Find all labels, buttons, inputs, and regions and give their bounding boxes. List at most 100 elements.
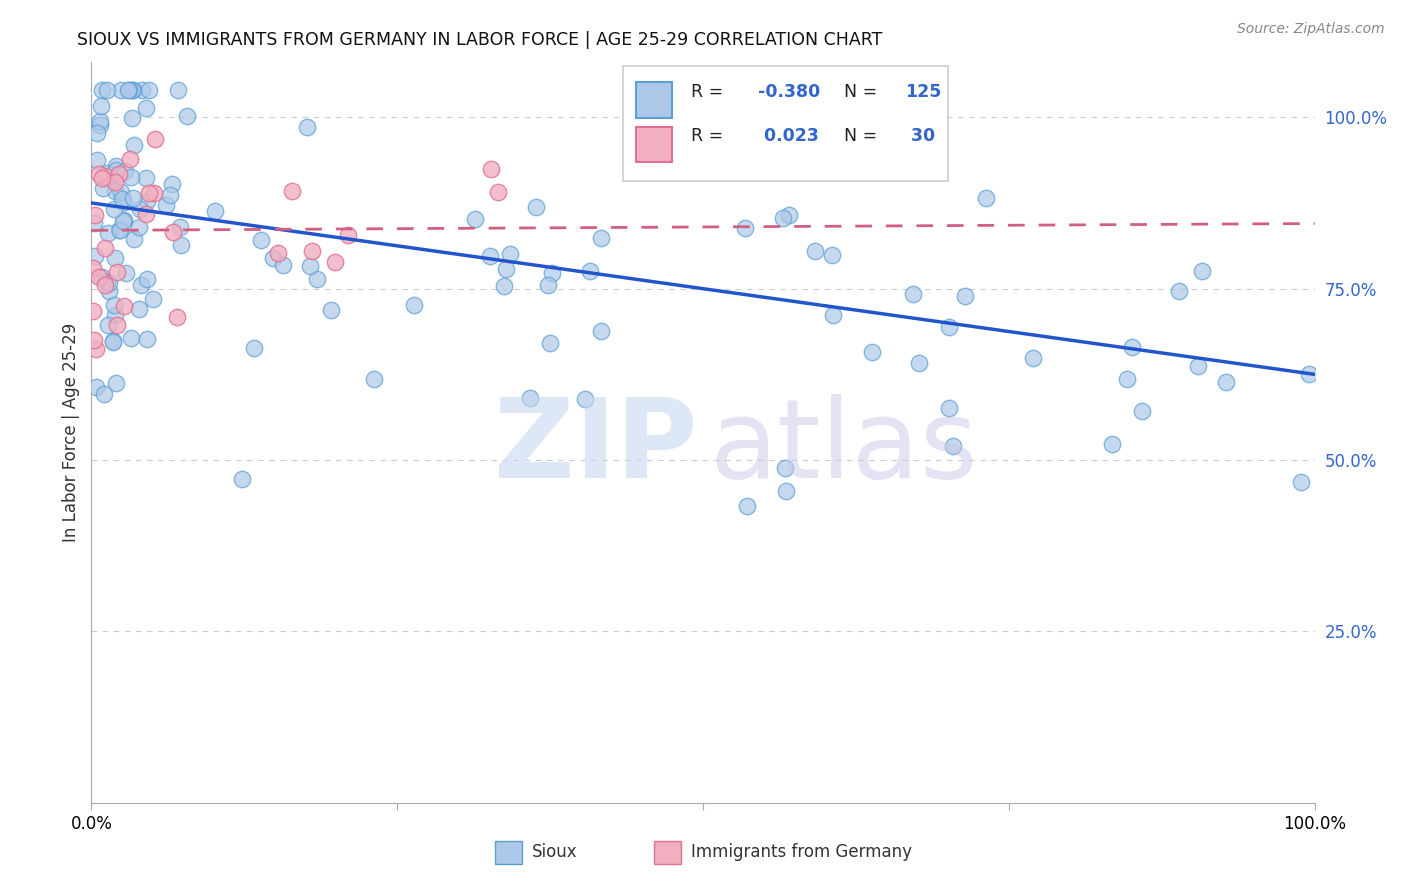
Point: [129, 202, 152, 216]
Point: [538, 335, 561, 350]
Point: [323, 255, 346, 269]
Point: [120, 169, 142, 184]
Point: [128, 220, 150, 235]
Point: [84, 249, 107, 263]
Text: 125: 125: [905, 83, 941, 101]
Point: [122, 191, 145, 205]
Point: [129, 278, 152, 293]
Point: [114, 299, 136, 313]
Point: [97, 226, 120, 240]
Point: [249, 233, 271, 247]
Point: [953, 289, 976, 303]
Point: [281, 184, 304, 198]
Bar: [495, 841, 522, 863]
Point: [89, 114, 111, 128]
Point: [104, 175, 127, 189]
Point: [89, 270, 111, 285]
Point: [486, 185, 509, 199]
Text: 0.023: 0.023: [758, 128, 818, 145]
Point: [82, 261, 104, 276]
Point: [120, 331, 142, 345]
Point: [111, 192, 134, 206]
Point: [298, 259, 321, 273]
Point: [91, 83, 114, 97]
Point: [297, 120, 319, 135]
Point: [110, 185, 132, 199]
Point: [96, 166, 118, 180]
Point: [938, 320, 960, 334]
Text: ZIP: ZIP: [494, 394, 697, 501]
Point: [166, 310, 188, 324]
Point: [89, 167, 111, 181]
Point: [155, 198, 177, 212]
Point: [942, 439, 965, 453]
Point: [301, 244, 323, 259]
Point: [142, 292, 165, 306]
Point: [775, 483, 797, 498]
Point: [108, 222, 131, 236]
Point: [114, 267, 136, 281]
Point: [734, 221, 756, 235]
Point: [803, 244, 825, 258]
Point: [135, 171, 157, 186]
Point: [976, 191, 998, 205]
Point: [128, 302, 150, 317]
Point: [103, 202, 125, 216]
Point: [908, 356, 931, 370]
Point: [735, 499, 758, 513]
Point: [120, 152, 142, 166]
Point: [135, 101, 157, 115]
Text: R =: R =: [690, 128, 728, 145]
Point: [267, 246, 290, 260]
Point: [136, 332, 159, 346]
Point: [574, 392, 596, 406]
Point: [821, 248, 844, 262]
Point: [103, 298, 125, 312]
Point: [143, 186, 166, 200]
Point: [305, 271, 328, 285]
Point: [108, 167, 131, 181]
Point: [110, 83, 132, 97]
Point: [541, 266, 564, 280]
Point: [86, 342, 108, 356]
Point: [96, 275, 118, 289]
Point: [98, 284, 121, 298]
Point: [93, 387, 115, 401]
Bar: [636, 127, 672, 162]
Point: [778, 208, 800, 222]
Point: [91, 270, 114, 285]
Point: [114, 164, 136, 178]
Point: [319, 302, 342, 317]
Point: [1121, 340, 1143, 354]
Point: [162, 177, 184, 191]
Point: [101, 334, 124, 349]
Point: [135, 272, 157, 286]
Point: [938, 401, 960, 416]
Point: [363, 372, 385, 386]
Point: [773, 460, 796, 475]
Point: [131, 83, 153, 97]
Point: [121, 83, 143, 97]
Point: [89, 118, 111, 132]
Point: [492, 278, 515, 293]
Point: [105, 159, 128, 173]
Point: [93, 181, 115, 195]
Point: [537, 278, 560, 293]
Point: [1289, 475, 1312, 489]
Point: [336, 227, 359, 242]
Point: [823, 308, 845, 322]
Text: Immigrants from Germany: Immigrants from Germany: [690, 844, 911, 862]
Point: [86, 153, 108, 168]
Point: [499, 247, 522, 261]
Point: [262, 251, 284, 265]
Text: R =: R =: [690, 83, 728, 101]
Text: N =: N =: [844, 128, 883, 145]
Point: [111, 214, 134, 228]
Point: [105, 318, 128, 332]
Bar: [654, 841, 681, 863]
Point: [1167, 284, 1189, 298]
Point: [204, 204, 226, 219]
Point: [524, 200, 547, 214]
Text: N =: N =: [844, 83, 883, 101]
Point: [159, 188, 181, 202]
